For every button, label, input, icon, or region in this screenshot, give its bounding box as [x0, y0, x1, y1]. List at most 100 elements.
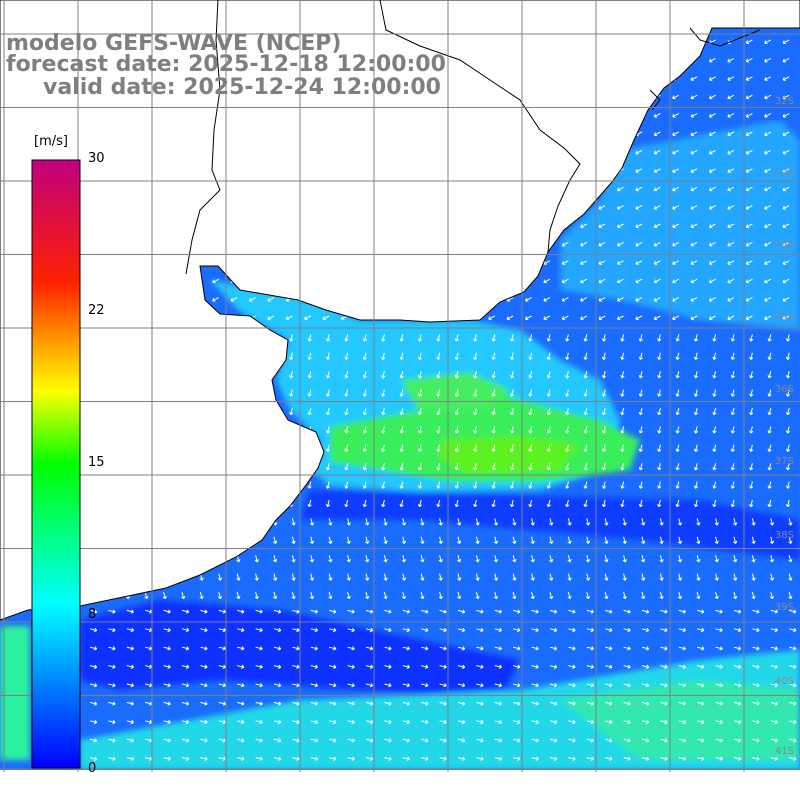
wind-arrow [653, 113, 661, 118]
wind-arrow [604, 573, 609, 581]
wind-arrow [675, 499, 680, 508]
wind-arrow [307, 352, 312, 360]
wind-arrow [200, 738, 208, 743]
wind-arrow [292, 627, 300, 633]
wind-arrow [767, 371, 772, 379]
wind-arrow [657, 481, 662, 489]
wind-arrow [730, 371, 735, 379]
lat-label: 37S [774, 456, 794, 467]
wind-arrow [764, 186, 772, 192]
wind-arrow [89, 664, 98, 669]
wind-arrow [325, 444, 331, 452]
wind-arrow [346, 518, 351, 526]
wind-arrow [764, 131, 772, 137]
wind-arrow [491, 481, 496, 489]
wind-arrow [623, 719, 631, 725]
wind-arrow [399, 334, 404, 342]
wind-arrow [733, 591, 738, 600]
wind-arrow [659, 518, 664, 526]
wind-arrow [383, 573, 388, 581]
wind-arrow [292, 646, 300, 651]
wind-arrow [616, 260, 624, 265]
wind-arrow [531, 627, 539, 633]
wind-arrow [237, 683, 245, 688]
wind-arrow [362, 407, 367, 416]
wind-arrow [715, 738, 723, 743]
wind-arrow [401, 518, 407, 526]
wind-arrow [770, 701, 778, 706]
wind-arrow [291, 591, 296, 600]
wind-arrow [402, 701, 410, 706]
wind-arrow [181, 756, 190, 761]
wind-arrow [454, 426, 459, 434]
wind-arrow [473, 444, 478, 452]
wind-arrow [255, 609, 263, 614]
wind-arrow [325, 389, 331, 397]
wind-arrow [585, 518, 591, 526]
wind-arrow [752, 683, 760, 688]
wind-arrow [417, 407, 423, 416]
wind-arrow [635, 168, 643, 173]
wind-arrow [439, 627, 447, 633]
wind-arrow [181, 591, 186, 600]
wind-arrow [660, 683, 668, 688]
wind-arrow [144, 591, 149, 600]
lat-label: 38S [774, 530, 794, 541]
wind-arrow [438, 518, 443, 526]
wind-arrow [782, 260, 790, 265]
wind-arrow [749, 426, 754, 434]
wind-arrow [108, 609, 116, 614]
wind-arrow [509, 444, 515, 452]
wind-arrow [292, 756, 300, 761]
wind-arrow [635, 149, 643, 155]
wind-arrow [475, 555, 480, 563]
wind-arrow [672, 241, 680, 247]
wind-arrow [749, 481, 754, 489]
wind-arrow [365, 627, 374, 633]
wind-arrow [325, 481, 331, 489]
wind-arrow [789, 609, 797, 614]
wind-arrow [583, 499, 588, 508]
wind-arrow [399, 371, 404, 379]
wind-arrow [254, 573, 259, 581]
wind-arrow [565, 481, 570, 489]
wind-arrow [616, 297, 624, 302]
wind-arrow [531, 609, 539, 614]
wind-arrow [690, 223, 698, 229]
wind-arrow [586, 738, 594, 743]
wind-arrow [657, 352, 662, 360]
wind-arrow [583, 481, 588, 489]
wind-arrow [549, 664, 558, 669]
wind-arrow [712, 481, 717, 489]
wind-arrow [583, 352, 588, 360]
wind-arrow [690, 186, 698, 192]
wind-arrow [782, 39, 790, 45]
lat-label: 41S [774, 746, 794, 757]
wind-arrow [620, 444, 625, 452]
wind-arrow [708, 315, 716, 321]
wind-arrow [785, 499, 791, 508]
wind-arrow [344, 463, 349, 471]
wind-arrow [439, 719, 447, 725]
wind-arrow [623, 664, 631, 669]
wind-arrow [384, 719, 392, 725]
wind-arrow [641, 701, 650, 706]
wind-arrow [677, 555, 683, 563]
wind-arrow [598, 260, 606, 265]
wind-arrow [660, 756, 668, 761]
wind-arrow [693, 334, 699, 342]
wind-arrow [604, 591, 609, 600]
wind-arrow [690, 278, 698, 284]
wind-arrow [439, 609, 447, 614]
wind-arrow [598, 223, 606, 229]
wind-arrow [546, 499, 551, 508]
wind-arrow [696, 536, 701, 544]
wind-arrow [421, 609, 429, 614]
wind-arrow [568, 646, 576, 651]
wind-arrow [289, 334, 294, 342]
wind-arrow [657, 444, 662, 452]
wind-arrow [727, 260, 735, 265]
wind-arrow [782, 186, 790, 192]
wind-arrow [782, 149, 790, 155]
wind-arrow [439, 738, 447, 743]
